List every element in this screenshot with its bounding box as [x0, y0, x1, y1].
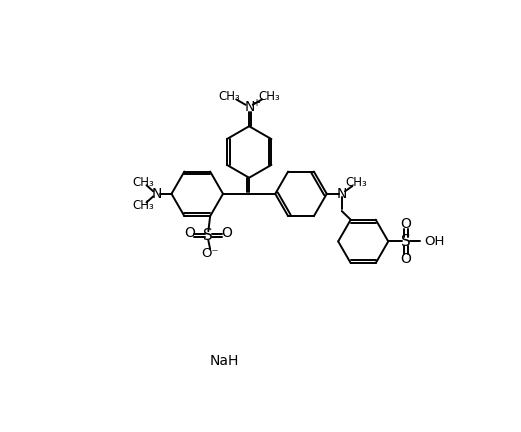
Text: CH₃: CH₃: [258, 90, 280, 103]
Text: O: O: [401, 217, 412, 231]
Text: O: O: [401, 251, 412, 266]
Text: O: O: [221, 226, 232, 240]
Text: CH₃: CH₃: [345, 176, 367, 189]
Text: O: O: [184, 226, 195, 240]
Text: N: N: [337, 187, 347, 201]
Text: NaH: NaH: [209, 354, 239, 368]
Text: CH₃: CH₃: [132, 175, 154, 188]
Text: S: S: [401, 234, 411, 249]
Text: +: +: [252, 98, 259, 108]
Text: N: N: [151, 187, 162, 201]
Text: CH₃: CH₃: [132, 199, 154, 212]
Text: S: S: [204, 229, 213, 243]
Text: O⁻: O⁻: [202, 247, 219, 260]
Text: N: N: [245, 100, 255, 114]
Text: CH₃: CH₃: [219, 90, 240, 103]
Text: OH: OH: [424, 235, 444, 248]
